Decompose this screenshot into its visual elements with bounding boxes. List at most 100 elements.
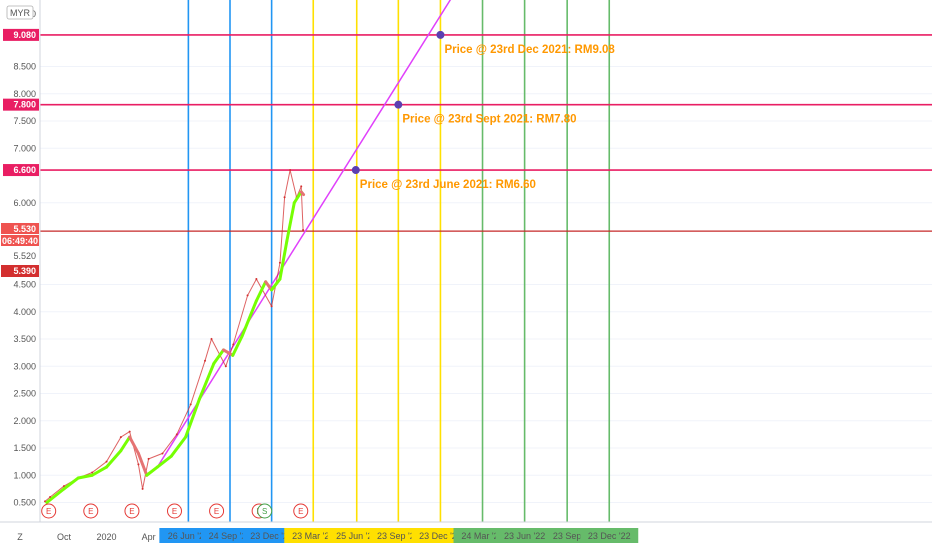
price-point: [224, 365, 227, 368]
price-point: [147, 457, 150, 460]
moving-average-segment: [155, 454, 173, 469]
date-line-tag: [580, 528, 639, 543]
price-tick-label: 4.500: [13, 280, 36, 290]
date-line-tag: [495, 528, 554, 543]
event-letter: E: [214, 507, 219, 516]
price-point: [49, 496, 52, 499]
price-point: [137, 463, 140, 466]
price-point: [302, 229, 305, 231]
price-point: [119, 436, 122, 439]
moving-average-segment: [254, 280, 268, 303]
date-line-tag-label: 23 Jun '22: [504, 531, 545, 541]
date-line-tag-label: 23 Mar '21: [292, 531, 334, 541]
countdown-tag: [1, 235, 39, 246]
moving-average-segment: [105, 449, 123, 469]
price-point: [289, 169, 292, 172]
date-line-tag-label: 25 Jun '21: [336, 531, 377, 541]
date-line-tag-label: 24 Mar '22: [461, 531, 503, 541]
price-point: [204, 359, 207, 362]
date-line-tag-label: 23 Sep: [553, 531, 582, 541]
price-tick-label: 7.500: [13, 116, 36, 126]
price-tick-label: 0.500: [13, 498, 36, 508]
vertical-date-lines: [187, 0, 611, 522]
price-point: [210, 338, 213, 340]
date-line-tag-label: 26 Jun '20: [168, 531, 209, 541]
date-line-tag-label: 23 Dec '22: [588, 531, 631, 541]
price-point: [270, 305, 273, 308]
event-letter: E: [172, 507, 177, 516]
price-level-tag-label: 9.080: [13, 30, 36, 40]
price-point: [161, 452, 164, 455]
moving-average-segment: [76, 473, 94, 480]
event-marker[interactable]: [167, 503, 182, 519]
moving-average-group: [45, 190, 306, 504]
price-tick-label: 5.520: [13, 251, 36, 261]
price-point: [175, 433, 178, 436]
low-price-tag: [1, 265, 39, 277]
trendline-group: [156, 0, 470, 468]
moving-average-segment: [136, 451, 149, 477]
price-series-group: [44, 169, 305, 503]
price-point: [128, 430, 131, 433]
moving-average-segment: [90, 465, 109, 477]
annotation-label: Price @ 23rd June 2021: RM6.60: [360, 179, 536, 191]
price-point: [278, 261, 281, 264]
price-tick-label: 7.000: [13, 143, 36, 153]
timezone-z-label[interactable]: Z: [17, 532, 23, 542]
price-point: [232, 343, 235, 346]
price-point: [300, 185, 303, 188]
price-tick-label: 8.500: [13, 62, 36, 72]
event-letter: E: [298, 507, 303, 516]
event-letter: E: [88, 507, 93, 516]
event-letter: S: [262, 507, 267, 516]
price-tick-label: 8.000: [13, 89, 36, 99]
event-marker[interactable]: [293, 503, 309, 519]
time-tick-label: 2020: [96, 532, 116, 542]
price-level-tag-label: 6.600: [13, 165, 36, 175]
price-tick-label: 3.000: [13, 361, 36, 371]
event-marker[interactable]: [209, 503, 225, 519]
event-marker[interactable]: [41, 503, 57, 519]
price-level-tag: [3, 164, 39, 177]
countdown-label: 06:49:40: [2, 236, 38, 246]
price-point: [283, 196, 286, 199]
event-marker[interactable]: [83, 503, 99, 519]
currency-badge: MYR: [6, 5, 34, 20]
price-level-tag: [3, 98, 39, 111]
moving-average-segment: [285, 201, 296, 243]
moving-average-segment: [169, 435, 188, 458]
time-tick-label: Oct: [57, 532, 72, 542]
price-axis-background: [0, 0, 40, 522]
date-line-tag-label: 23 Dec '21: [419, 531, 462, 541]
event-markers: EEEEEESE: [41, 503, 309, 519]
price-point: [246, 294, 249, 297]
last-price-label: 5.530: [13, 224, 36, 234]
moving-average-segment: [119, 435, 132, 453]
moving-average-segment: [292, 190, 303, 205]
low-price-label: 5.390: [13, 266, 36, 276]
moving-average-segment: [278, 239, 289, 281]
chart-settings-corner[interactable]: Z: [17, 532, 23, 542]
price-point: [189, 403, 192, 406]
moving-average-segment: [212, 348, 226, 366]
trendline[interactable]: [156, 0, 470, 468]
price-tick-label: 1.000: [13, 470, 36, 480]
date-line-tag: [548, 528, 587, 543]
annotation-marker[interactable]: [394, 100, 403, 109]
annotation-label: Price @ 23rd Sept 2021: RM7.80: [402, 114, 576, 126]
date-line-tag-label: 24 Sep '20: [209, 531, 252, 541]
annotation-marker[interactable]: [351, 166, 360, 175]
currency-label: MYR: [10, 8, 31, 18]
moving-average-segment: [62, 476, 80, 491]
date-line-tag-label: 23 Sep '21: [377, 531, 420, 541]
moving-average-segment: [299, 190, 306, 197]
event-marker[interactable]: [124, 503, 140, 519]
price-point: [255, 278, 258, 281]
annotation-marker[interactable]: [436, 30, 445, 39]
event-marker[interactable]: [257, 503, 273, 519]
price-axis[interactable]: 0 0.500 1.000 1.500 2.000 2.500 3.000 3.500 4.00…: [0, 0, 41, 522]
last-price-tag: [1, 223, 39, 234]
